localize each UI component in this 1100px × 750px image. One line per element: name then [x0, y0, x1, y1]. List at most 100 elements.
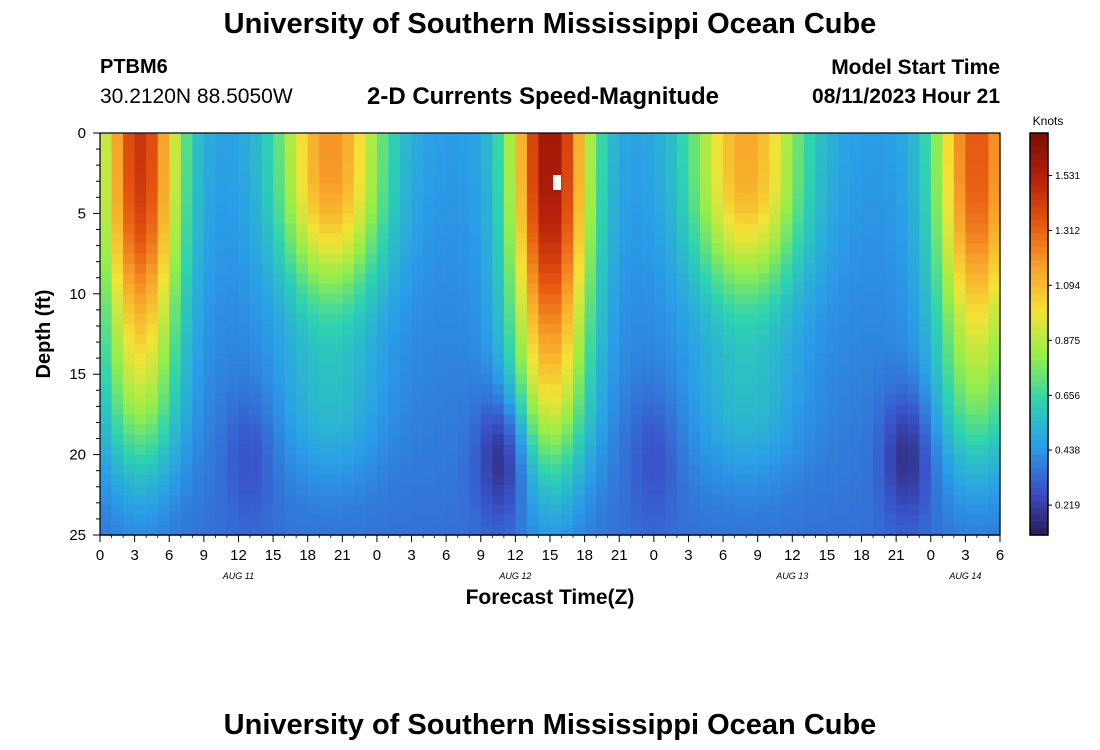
heatmap-cell — [573, 283, 586, 295]
heatmap-cell — [146, 133, 159, 144]
heatmap-cell — [169, 233, 182, 245]
heatmap-cell — [976, 203, 990, 214]
heatmap-cell — [192, 223, 205, 235]
heatmap-cell — [146, 444, 159, 456]
heatmap-cell — [538, 364, 551, 375]
heatmap-cell — [884, 203, 897, 214]
heatmap-cell — [492, 504, 505, 516]
heatmap-cell — [503, 223, 516, 235]
heatmap-cell — [953, 273, 966, 285]
heatmap-cell — [100, 414, 113, 426]
heatmap-cell — [988, 283, 1001, 295]
colorbar-segment — [1030, 461, 1048, 469]
heatmap-cell — [423, 303, 436, 315]
footer-title: University of Southern Mississippi Ocean… — [223, 709, 877, 741]
heatmap-cell — [607, 404, 620, 415]
heatmap-cell — [630, 203, 643, 214]
heatmap-cell — [376, 203, 390, 214]
heatmap-cell — [342, 384, 355, 395]
heatmap-cell — [100, 133, 113, 144]
heatmap-cell — [676, 283, 690, 295]
heatmap-cell — [653, 334, 666, 345]
heatmap-cell — [307, 364, 320, 375]
heatmap-cell — [896, 253, 909, 265]
heatmap-cell — [780, 474, 793, 486]
heatmap-cell — [676, 404, 690, 415]
heatmap-cell — [123, 484, 136, 496]
heatmap-cell — [307, 273, 320, 285]
heatmap-cell — [203, 494, 216, 506]
colorbar-tick-label: 0.438 — [1055, 446, 1080, 457]
heatmap-cell — [157, 394, 170, 405]
heatmap-cell — [261, 334, 274, 345]
heatmap-cell — [550, 283, 563, 295]
heatmap-cell — [146, 424, 159, 436]
heatmap-cell — [446, 334, 459, 345]
heatmap-cell — [907, 273, 920, 285]
heatmap-cell — [884, 263, 897, 275]
heatmap-cell — [284, 334, 297, 345]
heatmap-cell — [169, 484, 182, 496]
heatmap-cell — [169, 364, 182, 375]
heatmap-cell — [907, 283, 920, 295]
heatmap-cell — [734, 394, 747, 405]
heatmap-cell — [757, 273, 770, 285]
heatmap-cell — [573, 384, 586, 395]
heatmap-cell — [330, 334, 343, 345]
heatmap-cell — [584, 494, 597, 506]
heatmap-cell — [884, 364, 897, 375]
heatmap-cell — [515, 243, 528, 255]
heatmap-cell — [330, 384, 343, 395]
heatmap-cell — [400, 303, 413, 315]
heatmap-cell — [780, 464, 793, 476]
heatmap-cell — [353, 303, 366, 315]
heatmap-cell — [792, 364, 805, 375]
heatmap-cell — [769, 514, 782, 526]
heatmap-cell — [850, 344, 863, 355]
heatmap-cell — [319, 494, 332, 506]
heatmap-cell — [469, 344, 482, 355]
heatmap-cell — [123, 364, 136, 375]
x-tick-label: 0 — [650, 547, 658, 564]
heatmap-cell — [296, 133, 309, 144]
heatmap-cell — [423, 394, 436, 405]
heatmap-cell — [446, 233, 459, 245]
heatmap-cell — [873, 394, 886, 405]
heatmap-cell — [826, 364, 840, 375]
heatmap-cell — [169, 163, 182, 174]
heatmap-cell — [792, 424, 805, 436]
heatmap-cell — [457, 253, 470, 265]
heatmap-cell — [584, 253, 597, 265]
heatmap-cell — [826, 243, 840, 255]
heatmap-cell — [376, 334, 390, 345]
heatmap-cell — [965, 233, 978, 245]
heatmap-cell — [376, 454, 390, 466]
heatmap-cell — [976, 293, 990, 305]
heatmap-cell — [365, 273, 378, 285]
heatmap-cell — [169, 394, 182, 405]
heatmap-cell — [134, 313, 147, 325]
heatmap-cell — [446, 444, 459, 456]
heatmap-cell — [353, 484, 366, 496]
heatmap-cell — [826, 434, 840, 446]
heatmap-cell — [976, 283, 990, 295]
heatmap-cell — [976, 464, 990, 476]
heatmap-cell — [469, 424, 482, 436]
heatmap-cell — [330, 153, 343, 164]
heatmap-cell — [665, 133, 678, 144]
heatmap-cell — [769, 464, 782, 476]
heatmap-cell — [469, 283, 482, 295]
heatmap-cell — [965, 444, 978, 456]
heatmap-cell — [896, 414, 909, 426]
heatmap-cell — [826, 454, 840, 466]
heatmap-cell — [180, 213, 193, 225]
heatmap-cell — [630, 404, 643, 415]
heatmap-cell — [284, 293, 297, 305]
heatmap-cell — [965, 303, 978, 315]
heatmap-cell — [907, 484, 920, 496]
heatmap-cell — [515, 524, 528, 536]
heatmap-cell — [273, 374, 286, 385]
heatmap-cell — [526, 193, 540, 204]
heatmap-cell — [330, 223, 343, 235]
heatmap-cell — [850, 163, 863, 174]
